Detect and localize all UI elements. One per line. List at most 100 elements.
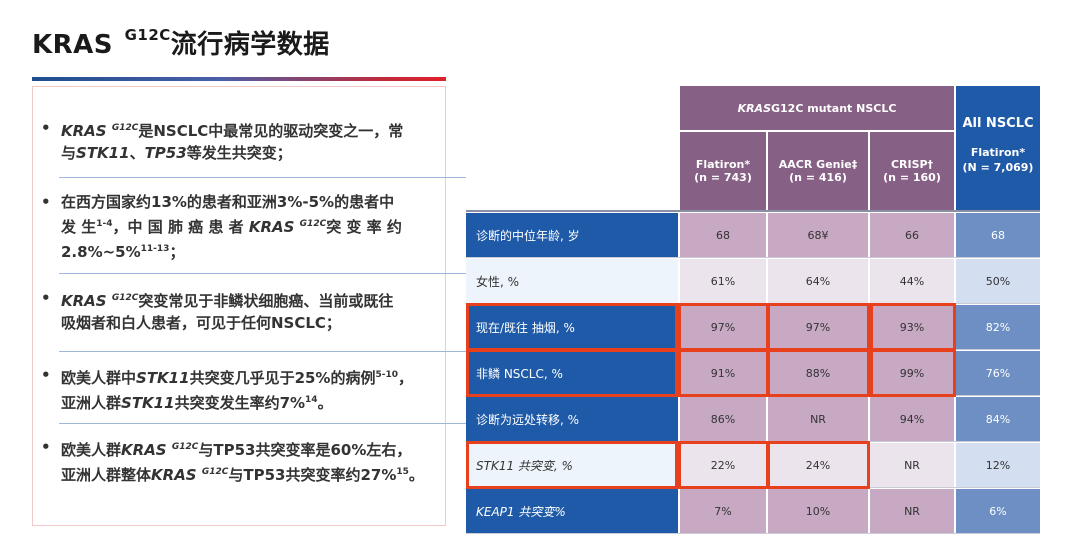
cell-value: NR	[810, 412, 826, 426]
bullet-line: 在西方国家约13%的患者和亚洲3%-5%的患者中	[61, 191, 439, 213]
bullet-text: STK11	[76, 144, 130, 162]
cell-value: 88%	[805, 366, 831, 380]
column-header-n: (n = 160)	[883, 171, 941, 184]
table-cell: 66	[870, 213, 954, 257]
row-label-text: 诊断的中位年龄, 岁	[476, 228, 580, 243]
column-header-n: (n = 743)	[694, 171, 752, 184]
all-nsclc-header: All NSCLC Flatiron* (N = 7,069)	[956, 86, 1040, 210]
all-header-sub: Flatiron* (N = 7,069)	[956, 145, 1040, 175]
row-label-text: STK11 共突变, %	[476, 458, 573, 473]
table-cell: 68	[680, 213, 766, 257]
bullet-line: 欧美人群KRAS G12C与TP53共突变率是60%左右，	[61, 436, 439, 461]
bullet-item: • 在西方国家约13%的患者和亚洲3%-5%的患者中发 生1-4，中 国 肺 癌 …	[33, 191, 447, 263]
bullet-text: 15	[396, 467, 409, 477]
bullet-separator	[59, 273, 466, 274]
bullet-text: KRAS	[151, 466, 197, 484]
table-cell: 7%	[680, 489, 766, 533]
table-cell: 64%	[768, 259, 868, 303]
cell-value: 99%	[899, 366, 925, 380]
bullet-item: • KRAS G12C突变常见于非鳞状细胞癌、当前或既往 吸烟者和白人患者，可见于任…	[33, 287, 447, 334]
bullet-text: 与	[61, 144, 77, 162]
bullet-separator	[59, 351, 466, 352]
table-cell: 22%	[680, 443, 766, 487]
bullet-text: 与TP53共突变率是60%左右，	[198, 441, 412, 459]
bullet-text: 11-13	[140, 244, 170, 254]
bullet-line: 亚洲人群整体KRAS G12C与TP53共突变率约27%15。	[61, 461, 439, 486]
bullet-line: 欧美人群中STK11共突变几乎见于25%的病例5-10，	[61, 364, 439, 389]
table-cell: 97%	[768, 305, 868, 349]
bullet-text: 1-4	[96, 219, 113, 229]
bullet-text: 2.8%~5%	[61, 243, 141, 261]
row-label: KEAP1 共突变%	[466, 489, 678, 533]
bullet-text: KRAS	[248, 218, 295, 236]
row-label-text: 女性, %	[476, 274, 520, 289]
bullet-marker: •	[41, 289, 51, 307]
bullet-line: 亚洲人群STK11共突变发生率约7%14。	[61, 389, 439, 414]
cell-value: 97%	[805, 320, 831, 334]
bullet-text: 突变常见于非鳞状细胞癌、当前或既往	[138, 292, 394, 310]
bullet-text: 欧美人群中	[61, 369, 137, 387]
highlight-box	[766, 303, 870, 351]
table-cell: 61%	[680, 259, 766, 303]
bullet-panel: • KRAS G12C是NSCLC中最常见的驱动突变之一，常 与STK11、TP53…	[32, 86, 466, 526]
bullet-text: 突 变 率 约	[326, 218, 402, 236]
table-cell: 86%	[680, 397, 766, 441]
all-nsclc-value: 84%	[985, 412, 1011, 426]
table-cell: NR	[768, 397, 868, 441]
bullet-text: G12C	[201, 467, 229, 477]
table-cell: 93%	[870, 305, 954, 349]
bullet-item: • 欧美人群中STK11共突变几乎见于25%的病例5-10， 亚洲人群STK11共突…	[33, 364, 447, 414]
title-rest: 流行病学数据	[170, 30, 330, 60]
bullet-marker: •	[41, 119, 51, 137]
cell-value: 61%	[710, 274, 736, 288]
title-main: KRAS	[32, 30, 114, 60]
all-nsclc-value: 82%	[985, 320, 1011, 334]
bullet-text: 发 生	[61, 218, 97, 236]
all-nsclc-cell: 82%	[956, 305, 1040, 349]
bullet-separator	[59, 423, 466, 424]
highlight-box	[466, 303, 678, 351]
table-cell: 24%	[768, 443, 868, 487]
column-header-name: AACR Genie‡	[778, 158, 858, 171]
all-column-n: (N = 7,069)	[962, 161, 1034, 174]
row-label: 女性, %	[466, 259, 678, 303]
cell-value: 44%	[899, 274, 925, 288]
column-header-name: CRISP†	[890, 158, 934, 171]
cell-value: 66	[905, 228, 919, 242]
bullet-text: 欧美人群	[61, 441, 122, 459]
cell-value: 97%	[710, 320, 736, 334]
bullet-text: 是NSCLC中最常见的驱动突变之一，常	[138, 122, 404, 140]
all-header-title: All NSCLC	[962, 116, 1034, 131]
all-nsclc-value: 68	[991, 228, 1005, 242]
row-divider	[466, 533, 1040, 534]
highlight-box	[466, 441, 678, 489]
highlight-box	[766, 441, 870, 489]
bullet-line: KRAS G12C是NSCLC中最常见的驱动突变之一，常	[61, 117, 439, 142]
all-nsclc-cell: 68	[956, 213, 1040, 257]
group-header-gene: KRAS	[737, 101, 771, 115]
bullet-text: ，	[398, 369, 414, 387]
table-header-rule	[466, 210, 1040, 212]
bullet-item: • 欧美人群KRAS G12C与TP53共突变率是60%左右， 亚洲人群整体KRAS…	[33, 436, 447, 486]
bullet-text: G12C	[299, 219, 327, 229]
all-nsclc-value: 12%	[985, 458, 1011, 472]
bullet-text: KRAS	[121, 441, 167, 459]
table-cell: 88%	[768, 351, 868, 395]
bullet-marker: •	[41, 438, 51, 456]
highlight-box	[766, 349, 870, 397]
row-label-text: 非鳞 NSCLC, %	[476, 366, 563, 381]
highlight-box	[678, 303, 770, 351]
bullet-text: ，中 国 肺 癌 患 者	[112, 218, 249, 236]
bullet-item: • KRAS G12C是NSCLC中最常见的驱动突变之一，常 与STK11、TP53…	[33, 117, 447, 164]
bullet-line: 2.8%~5%11-13；	[61, 238, 439, 263]
row-label-text: 诊断为远处转移, %	[476, 412, 580, 427]
all-nsclc-cell: 6%	[956, 489, 1040, 533]
cell-value: NR	[904, 504, 920, 518]
bullet-text: 与TP53共突变率约27%	[228, 466, 397, 484]
bullet-text: 亚洲人群整体	[61, 466, 152, 484]
bullet-text: G12C	[111, 123, 139, 133]
cell-value: 10%	[805, 504, 831, 518]
row-divider	[466, 257, 1040, 258]
cell-value: 68	[716, 228, 730, 242]
bullet-line: KRAS G12C突变常见于非鳞状细胞癌、当前或既往	[61, 287, 439, 312]
